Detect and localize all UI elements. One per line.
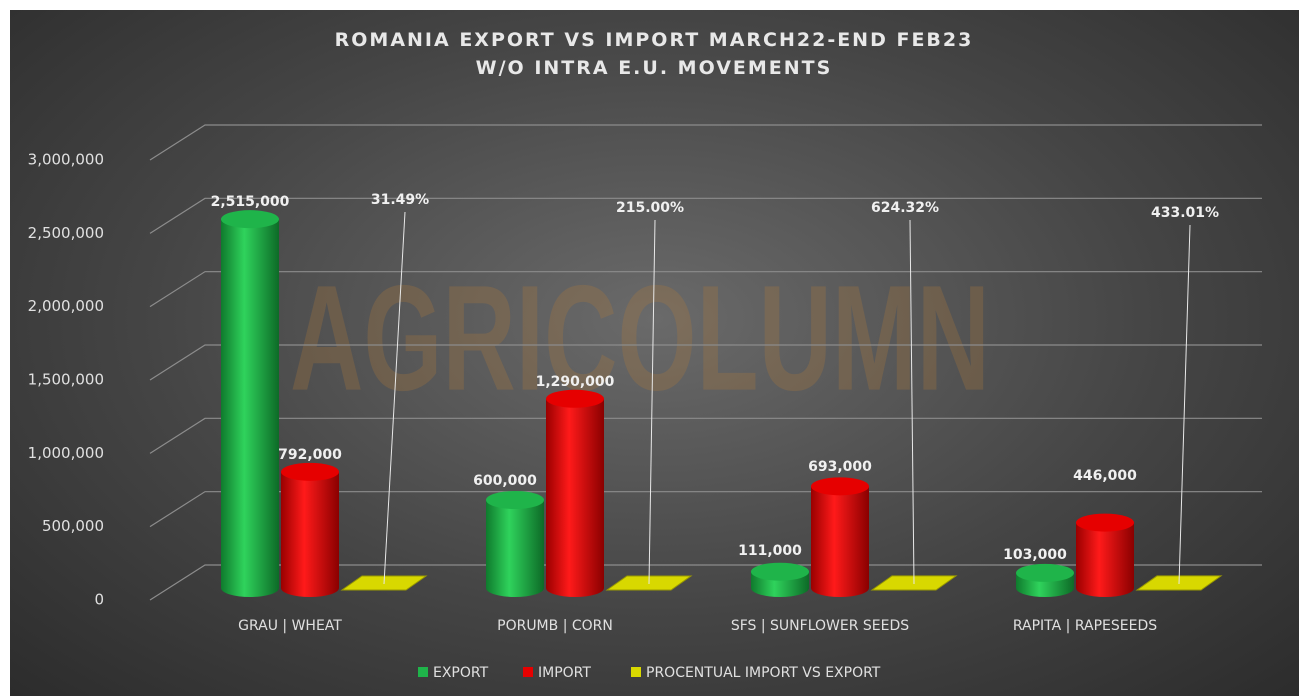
x-tick-label: PORUMB | CORN [497, 618, 613, 634]
bar [486, 491, 544, 597]
x-tick-label: SFS | SUNFLOWER SEEDS [731, 618, 909, 634]
grid-line [149, 197, 1262, 234]
leader-line [383, 211, 406, 585]
bar-top [281, 462, 339, 481]
bar-bottom [221, 579, 279, 597]
bar-body [811, 486, 869, 588]
y-tick-label: 1,000,000 [28, 444, 104, 462]
bar [281, 462, 339, 597]
bar-top [486, 491, 544, 509]
legend-label: IMPORT [538, 665, 591, 681]
grid-line [149, 271, 1262, 308]
x-tick-label: RAPITA | RAPESEEDS [1013, 618, 1157, 634]
watermark: AGRICOLUMN [290, 254, 990, 422]
grid-line [149, 564, 1262, 601]
bar-body [1076, 522, 1134, 588]
bar-body [281, 471, 339, 588]
leader-line [909, 219, 915, 585]
bar-bottom [546, 579, 604, 597]
bar [221, 210, 279, 597]
chart-title: ROMANIA EXPORT VS IMPORT MARCH22-END FEB… [334, 29, 974, 79]
data-label: 111,000 [738, 543, 802, 559]
legend-swatch [418, 667, 428, 677]
legend-swatch [523, 667, 533, 677]
bar [811, 477, 869, 597]
data-label: 31.49% [371, 192, 429, 208]
y-tick-label: 0 [94, 591, 104, 609]
bar [751, 562, 809, 597]
bar-top [1016, 563, 1074, 582]
y-tick-label: 2,000,000 [28, 297, 104, 315]
grid-line [149, 124, 1262, 161]
data-label: 2,515,000 [211, 194, 290, 210]
bar-top [1076, 513, 1134, 532]
grid-line [149, 491, 1262, 528]
bar-bottom [1016, 579, 1074, 597]
leader-line [1178, 224, 1191, 585]
x-tick-label: GRAU | WHEAT [238, 618, 342, 634]
data-label: 1,290,000 [536, 374, 615, 390]
bar-bottom [751, 579, 809, 597]
bar-top [751, 562, 809, 581]
bar [1076, 513, 1134, 597]
y-tick-label: 2,500,000 [28, 224, 104, 242]
legend-swatch [631, 667, 641, 677]
bar-body [546, 398, 604, 588]
bar-top [546, 389, 604, 408]
data-label: 103,000 [1003, 547, 1067, 563]
legend-label: PROCENTUAL IMPORT VS EXPORT [646, 665, 881, 681]
data-label: 693,000 [808, 459, 872, 475]
y-tick-label: 1,500,000 [28, 371, 104, 389]
data-label: 215.00% [616, 200, 684, 216]
leader-line [648, 219, 656, 585]
bar-bottom [281, 579, 339, 597]
y-tick-label: 500,000 [42, 517, 104, 535]
data-label: 433.01% [1151, 205, 1219, 221]
bar-top [221, 210, 279, 229]
bar-bottom [486, 579, 544, 597]
bar-bottom [1076, 579, 1134, 597]
data-label: 600,000 [473, 473, 537, 489]
data-label: 446,000 [1073, 468, 1137, 484]
grid-line [149, 417, 1262, 454]
legend-label: EXPORT [433, 665, 489, 681]
data-label: 624.32% [871, 200, 939, 216]
grid-line [149, 344, 1262, 381]
bar-body [221, 219, 279, 588]
bar-bottom [811, 579, 869, 597]
bar [1016, 563, 1074, 597]
bar [546, 389, 604, 597]
bar-body [486, 500, 544, 588]
bar-top [811, 477, 869, 496]
y-tick-label: 3,000,000 [28, 151, 104, 169]
data-label: 792,000 [278, 447, 342, 463]
